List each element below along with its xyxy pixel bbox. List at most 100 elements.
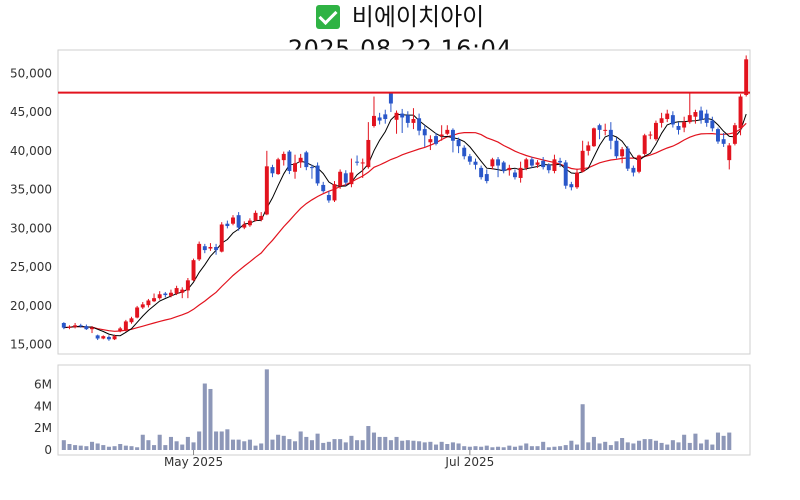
volume-bar (405, 440, 410, 450)
volume-bar (123, 445, 128, 450)
price-panel (57, 49, 751, 355)
candle-body (202, 246, 207, 251)
volume-bar (298, 431, 303, 450)
candle-body (659, 118, 664, 123)
volume-bar (524, 443, 529, 450)
volume-bar (321, 442, 326, 450)
volume-bar (676, 442, 681, 450)
volume-bar (304, 436, 309, 450)
candle-body (247, 220, 252, 226)
volume-bar (400, 440, 405, 450)
price-tick-label: 20,000 (10, 299, 52, 313)
volume-bar (727, 432, 732, 450)
candle-body (84, 326, 89, 330)
candle-body (642, 135, 647, 154)
price-axis: 15,000 20,000 25,000 30,000 35,000 40,000 45,0… (10, 66, 52, 351)
candle-body (450, 129, 455, 141)
candle-body (152, 298, 157, 302)
volume-bar (546, 447, 551, 450)
candle-body (704, 113, 709, 123)
volume-bar (456, 443, 461, 450)
volume-bar (89, 441, 95, 450)
candle-body (541, 160, 546, 168)
candle-body (264, 166, 269, 215)
candle-body (276, 159, 281, 175)
volume-bar (439, 441, 444, 450)
volume-bars (61, 369, 732, 450)
candle-body (298, 157, 303, 163)
volume-bar (614, 441, 619, 450)
candle-body (529, 159, 534, 166)
volume-bar (135, 447, 140, 450)
volume-bar (693, 433, 698, 450)
volume-bar (366, 426, 371, 450)
volume-bar (445, 444, 450, 450)
volume-bar (355, 440, 360, 450)
price-tick-label: 25,000 (10, 260, 52, 274)
candle-body (682, 122, 687, 128)
volume-bar (467, 446, 472, 450)
volume-bar (563, 445, 568, 450)
volume-bar (287, 439, 292, 450)
candle-body (637, 155, 642, 172)
candle-body (434, 136, 438, 144)
candle-body (524, 159, 529, 168)
candle-body (507, 167, 512, 171)
volume-tick-label: 4M (34, 399, 52, 413)
candle-body (552, 159, 557, 171)
candle-body (738, 96, 743, 129)
volume-bar (648, 439, 653, 450)
volume-tick-label: 6M (34, 378, 52, 392)
volume-bar (574, 444, 580, 450)
volume-axis: 0 2M 4M 6M (34, 378, 52, 457)
volume-bar (422, 442, 427, 450)
candle-body (304, 152, 309, 168)
candle-body (625, 148, 630, 169)
candle-body (106, 336, 111, 340)
candle-body (287, 151, 292, 171)
candle-body (744, 59, 749, 95)
candle-body (569, 184, 574, 188)
volume-tick-label: 2M (34, 421, 52, 435)
price-tick-label: 35,000 (10, 183, 52, 197)
candle-body (309, 167, 314, 169)
candle-body (501, 162, 506, 171)
candle-body (721, 139, 726, 144)
candle-body (732, 125, 737, 144)
volume-bar (591, 436, 596, 450)
volume-bar (315, 433, 320, 450)
volume-bar (208, 388, 213, 450)
volume-bar (603, 441, 608, 450)
volume-bar (276, 434, 281, 450)
candle-body (95, 335, 100, 339)
volume-bar (496, 446, 501, 450)
volume-bar (462, 446, 467, 450)
candle-body (665, 113, 670, 120)
candle-body (146, 300, 151, 306)
candle-body (687, 115, 692, 123)
candle-body (163, 293, 168, 296)
volume-bar (699, 443, 704, 450)
volume-bar (721, 435, 726, 450)
candle-body (168, 292, 173, 296)
stock-name: 비에이치아이 (351, 3, 485, 31)
price-tick-label: 15,000 (10, 338, 52, 352)
volume-bar (247, 439, 252, 450)
candle-body (563, 162, 568, 186)
candle-body (586, 145, 591, 151)
candle-body (208, 246, 213, 249)
candle-body (411, 119, 416, 123)
candle-body (78, 325, 83, 327)
volume-bar (377, 436, 382, 450)
candle-body (118, 328, 123, 331)
volume-bar (597, 443, 602, 450)
volume-bar (219, 431, 224, 450)
candle-body (315, 165, 320, 184)
candle-body (580, 150, 585, 172)
volume-bar (411, 440, 416, 450)
candle-body (242, 224, 247, 228)
volume-bar (214, 431, 219, 450)
volume-bar (541, 441, 546, 450)
candle-body (67, 326, 72, 328)
volume-bar (185, 436, 190, 450)
